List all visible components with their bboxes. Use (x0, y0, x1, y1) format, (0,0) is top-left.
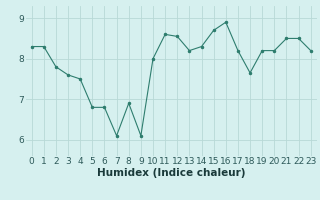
X-axis label: Humidex (Indice chaleur): Humidex (Indice chaleur) (97, 168, 245, 178)
